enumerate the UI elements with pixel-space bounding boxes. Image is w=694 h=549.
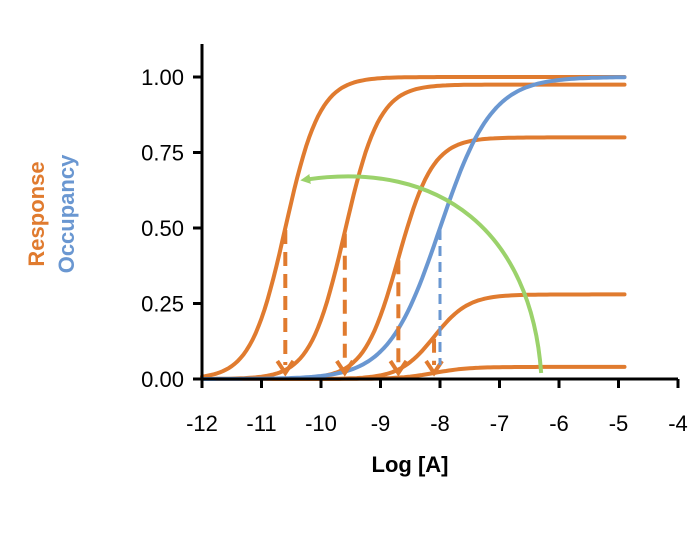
x-tick-label-3: -9: [371, 411, 391, 436]
y-axis-title-response: Response: [24, 161, 49, 266]
x-tick-label-7: -5: [609, 411, 629, 436]
x-tick-label-8: -4: [668, 411, 688, 436]
x-tick-label-6: -6: [549, 411, 569, 436]
y-tick-label-0: 0.00: [141, 367, 184, 392]
shift-arrow: [300, 174, 544, 374]
x-tick-label-4: -8: [430, 411, 450, 436]
y-tick-label-2: 0.50: [141, 216, 184, 241]
y-tick-label-1: 0.25: [141, 292, 184, 317]
ec50-arrowhead-2: [335, 359, 355, 377]
ec50-arrowhead-1: [275, 359, 295, 377]
response-curve-3: [200, 135, 627, 381]
y-tick-label-3: 0.75: [141, 141, 184, 166]
x-tick-label-1: -11: [246, 411, 276, 436]
x-tick-label-0: -12: [186, 411, 218, 436]
y-axis-title-occupancy: Occupancy: [54, 154, 79, 273]
x-tick-label-2: -10: [305, 411, 337, 436]
x-axis-title: Log [A]: [372, 452, 449, 477]
y-tick-label-4: 1.00: [141, 65, 184, 90]
ec50-arrowhead-3: [388, 359, 409, 377]
occupancy-curve-6: [200, 75, 627, 381]
x-tick-label-5: -7: [490, 411, 510, 436]
response-curve-2: [200, 82, 627, 381]
response-curve-1: [200, 75, 627, 379]
